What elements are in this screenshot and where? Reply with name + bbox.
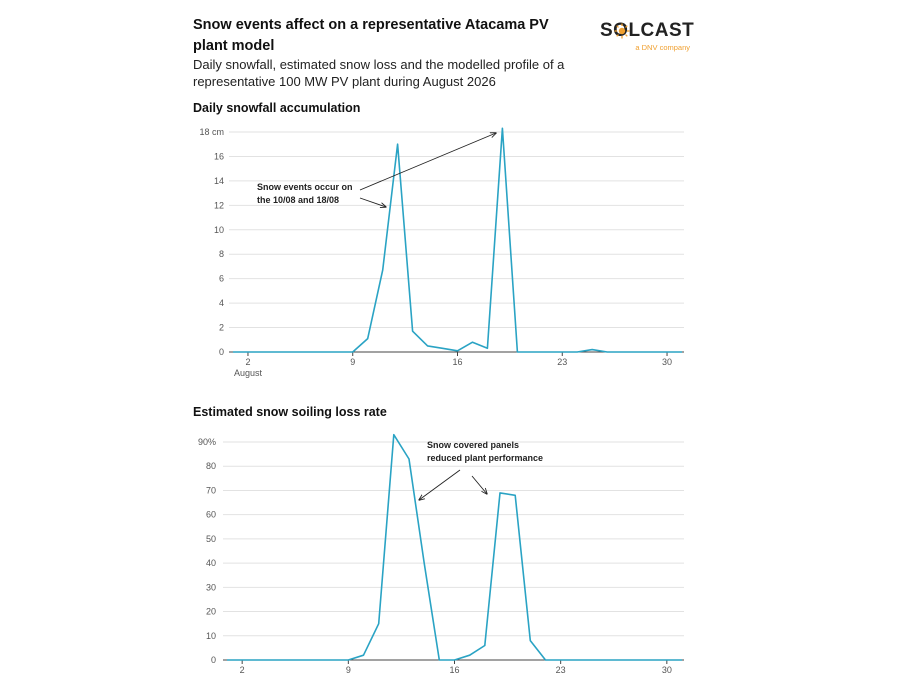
y-tick-label: 80: [206, 461, 216, 471]
logo-tagline: a DNV company: [635, 43, 690, 52]
sun-ray: [616, 25, 619, 28]
y-tick-label: 14: [214, 176, 224, 186]
annotation-arrow: [359, 197, 386, 207]
sun-ray: [625, 34, 628, 37]
annotation-text: Snow covered panels: [427, 440, 519, 450]
y-tick-label: 4: [219, 298, 224, 308]
y-tick-label: 18 cm: [199, 127, 224, 137]
y-tick-label: 30: [206, 582, 216, 592]
x-tick-label: 2: [245, 357, 250, 367]
y-tick-label: 0: [211, 655, 216, 665]
x-tick-label: 16: [449, 665, 459, 675]
y-tick-label: 40: [206, 558, 216, 568]
annotation-text: Snow events occur on: [257, 182, 353, 192]
y-tick-label: 10: [214, 225, 224, 235]
sun-ray: [625, 25, 628, 28]
y-tick-label: 20: [206, 607, 216, 617]
chart-1-title: Daily snowfall accumulation: [193, 101, 361, 115]
series-line: [233, 127, 682, 353]
logo-wordmark: SOLCAST: [600, 20, 695, 41]
annotation-arrow: [471, 475, 487, 494]
y-tick-label: 2: [219, 323, 224, 333]
page-title: Snow events affect on a representative A…: [193, 17, 549, 54]
chart-1: 0 2 4 6 8 10 12 14 16 18 cm 2 9 16 23 30 August Snow eve…: [199, 127, 684, 378]
y-tick-label: 90%: [198, 437, 216, 447]
y-tick-label: 10: [206, 631, 216, 641]
solcast-logo: SOLCAST a DNV company: [600, 20, 695, 56]
y-tick-label: 60: [206, 510, 216, 520]
x-tick-label: 9: [346, 665, 351, 675]
series-line: [227, 433, 682, 661]
sun-core: [618, 27, 626, 35]
x-tick-label: 2: [240, 665, 245, 675]
x-month-label: August: [234, 368, 263, 378]
x-tick-label: 23: [556, 665, 566, 675]
sun-ray: [616, 34, 619, 37]
y-tick-label: 16: [214, 151, 224, 161]
y-tick-label: 0: [219, 347, 224, 357]
x-tick-label: 30: [662, 357, 672, 367]
annotation-arrow: [359, 133, 496, 191]
y-tick-label: 12: [214, 200, 224, 210]
annotation-arrow: [419, 469, 461, 500]
annotation-text: the 10/08 and 18/08: [257, 195, 339, 205]
x-tick-label: 30: [662, 665, 672, 675]
x-tick-label: 9: [350, 357, 355, 367]
y-tick-label: 6: [219, 274, 224, 284]
x-tick-label: 23: [557, 357, 567, 367]
page-subtitle: Daily snowfall, estimated snow loss and …: [193, 57, 565, 89]
annotation-text: reduced plant performance: [427, 453, 543, 463]
y-tick-label: 50: [206, 534, 216, 544]
chart-2-title: Estimated snow soiling loss rate: [193, 405, 387, 419]
chart-2: 0 10 20 30 40 50 60 70 80 90% 2 9 16 23 30 Snow covered…: [198, 433, 684, 675]
x-tick-label: 16: [452, 357, 462, 367]
y-tick-label: 8: [219, 249, 224, 259]
sun-icon: [614, 23, 630, 39]
y-tick-label: 70: [206, 485, 216, 495]
